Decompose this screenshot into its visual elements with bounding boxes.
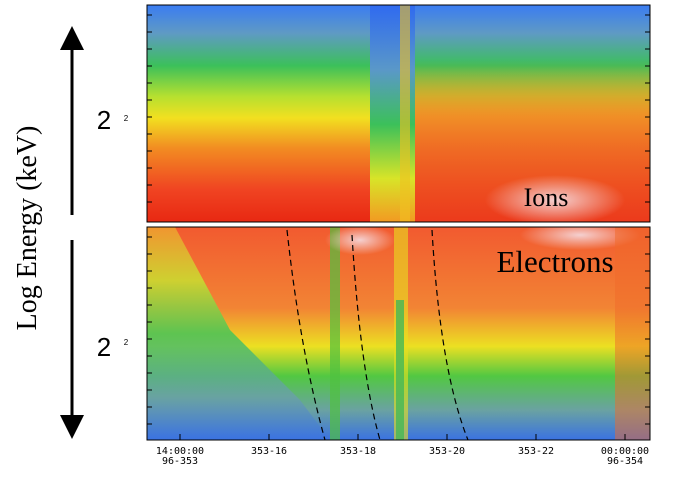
x-tick-label: 353-20 [429, 446, 465, 457]
x-tick-label: 353-16 [251, 446, 287, 457]
y-tick-small: 2 [124, 338, 129, 347]
panel-label: Ions [524, 183, 569, 212]
y-tick-label: 2 [97, 332, 111, 362]
panel-label: Electrons [496, 244, 613, 279]
y-tick-small: 2 [124, 114, 129, 123]
y-axis-label: Log Energy (keV) [12, 126, 43, 331]
arrows [60, 26, 84, 439]
x-tick-label: 353-22 [518, 446, 554, 457]
ion-frame [146, 4, 651, 223]
electron-frame [146, 226, 651, 441]
y-tick-label: 2 [97, 105, 111, 135]
x-tick-label: 14:00:00 [156, 446, 204, 457]
ion-spectrogram [147, 5, 650, 222]
x-tick-date: 96-354 [607, 456, 643, 467]
x-tick-date: 96-353 [162, 456, 198, 467]
x-tick-label: 00:00:00 [601, 446, 649, 457]
electron-spectrogram [147, 227, 650, 440]
x-tick-label: 353-18 [340, 446, 376, 457]
